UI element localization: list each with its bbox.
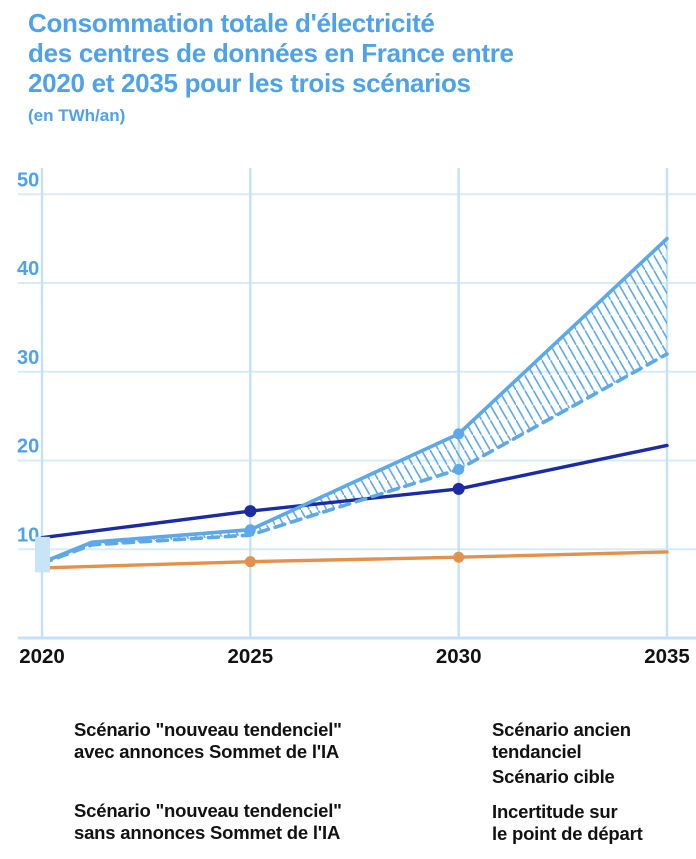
hatched-uncertainty-band <box>92 238 667 545</box>
uncertainty-box-icon <box>437 801 475 845</box>
legend-item-nouveau-avec: Scénario "nouveau tendenciel" avec annon… <box>17 719 342 763</box>
legend-label: Scénario "nouveau tendenciel" avec annon… <box>74 719 342 762</box>
legend-item-ancien-tendanciel: Scénario ancien tendanciel <box>437 719 631 763</box>
legend-item-cible: Scénario cible <box>437 766 615 788</box>
data-dot-cible-2025 <box>244 556 256 568</box>
chart-unit-subtitle: (en TWh/an) <box>28 106 126 125</box>
data-dot-ancien-2030 <box>452 482 465 495</box>
solid-navy-line-icon <box>437 719 475 763</box>
y-tick-label: 40 <box>17 258 39 280</box>
legend-label: Incertitude sur le point de départ <box>492 801 643 844</box>
uncertainty-start-box <box>35 536 50 573</box>
x-tick-label: 2020 <box>19 645 65 668</box>
y-tick-label: 50 <box>17 169 39 191</box>
title-block: Consommation totale d'électricité des ce… <box>28 8 668 126</box>
data-dot-ancien-2025 <box>244 505 257 518</box>
series-line-ancien <box>40 443 669 540</box>
chart-title: Consommation totale d'électricité des ce… <box>28 8 514 98</box>
y-tick-label: 10 <box>17 524 39 546</box>
legend-label: Scénario "nouveau tendenciel" sans annon… <box>74 800 342 843</box>
y-tick-label: 30 <box>17 347 39 369</box>
dashed-lightblue-line-icon <box>17 800 57 844</box>
series-line-cible <box>40 550 669 570</box>
x-tick-label: 2025 <box>228 645 274 668</box>
legend-item-incertitude: Incertitude sur le point de départ <box>437 801 643 845</box>
data-dot-avec-2025 <box>244 524 256 536</box>
x-tick-label: 2035 <box>644 645 690 668</box>
legend-label: Scénario ancien tendanciel <box>492 719 631 762</box>
legend-item-nouveau-sans: Scénario ancien tendanciel Scénario "nou… <box>17 800 342 844</box>
solid-orange-line-icon <box>437 766 475 788</box>
data-dot-cible-2030 <box>453 551 465 563</box>
x-tick-label: 2030 <box>436 645 482 668</box>
y-tick-label: 20 <box>17 436 39 458</box>
data-dot-sans-2030 <box>453 463 465 475</box>
data-dot-avec-2030 <box>453 428 465 440</box>
legend-label: Scénario cible <box>492 766 615 787</box>
solid-lightblue-line-icon <box>17 719 57 763</box>
